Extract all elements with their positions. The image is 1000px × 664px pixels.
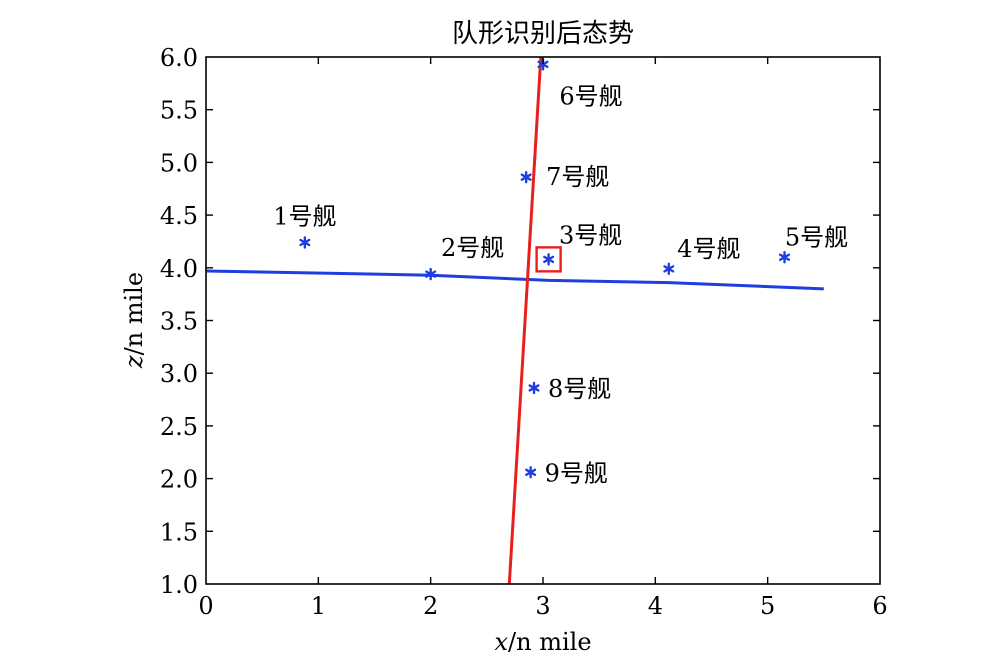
x-axis-label: x/n mile bbox=[494, 628, 591, 656]
x-tick-label: 3 bbox=[535, 592, 550, 620]
ship-marker-2 bbox=[425, 267, 437, 281]
ship-markers bbox=[299, 58, 791, 479]
ship-label-8: 8号舰 bbox=[548, 375, 611, 403]
plot-frame bbox=[205, 56, 881, 585]
x-tick-label: 5 bbox=[760, 592, 775, 620]
y-tick-label: 2.5 bbox=[160, 413, 198, 441]
x-axis-ticks: 0 1 2 3 4 5 6 bbox=[198, 57, 888, 620]
ship-label-3: 3号舰 bbox=[559, 221, 622, 249]
ship-marker-3 bbox=[543, 253, 555, 266]
ship-marker-7 bbox=[520, 170, 532, 184]
ship-marker-4 bbox=[663, 262, 675, 276]
ship-labels: 1号舰 2号舰 3号舰 4号舰 5号舰 6号舰 7号舰 8号舰 9号舰 bbox=[273, 82, 848, 487]
y-tick-label: 5.0 bbox=[160, 149, 198, 177]
y-tick-label: 1.5 bbox=[160, 518, 198, 546]
y-tick-label: 3.0 bbox=[160, 360, 198, 388]
y-tick-label: 5.5 bbox=[160, 97, 198, 125]
y-tick-label: 3.5 bbox=[160, 308, 198, 336]
ship-label-1: 1号舰 bbox=[273, 203, 336, 231]
ship-marker-9 bbox=[525, 466, 537, 479]
ship-label-4: 4号舰 bbox=[677, 235, 740, 263]
ship-label-2: 2号舰 bbox=[441, 234, 504, 262]
x-tick-label: 1 bbox=[311, 592, 326, 620]
ship-marker-1 bbox=[299, 236, 311, 249]
y-axis-variable: z bbox=[120, 355, 148, 369]
x-axis-variable: x bbox=[494, 628, 508, 656]
trend-line-2 bbox=[507, 56, 543, 585]
y-tick-label: 1.0 bbox=[160, 571, 198, 599]
y-tick-label: 2.0 bbox=[160, 466, 198, 494]
ship-label-9: 9号舰 bbox=[545, 459, 608, 487]
x-tick-label: 6 bbox=[872, 592, 887, 620]
x-axis-unit: /n mile bbox=[508, 628, 591, 656]
y-tick-label: 6.0 bbox=[160, 44, 198, 72]
x-tick-label: 2 bbox=[423, 592, 438, 620]
highlight-box bbox=[535, 246, 562, 273]
y-axis-label: z/n mile bbox=[120, 272, 148, 369]
x-tick-label: 0 bbox=[198, 592, 213, 620]
y-tick-label: 4.5 bbox=[160, 202, 198, 230]
ship-label-7: 7号舰 bbox=[546, 163, 609, 191]
ship-label-6: 6号舰 bbox=[559, 82, 622, 110]
ship-marker-8 bbox=[528, 381, 540, 395]
y-axis-unit: /n mile bbox=[120, 272, 148, 355]
x-tick-label: 4 bbox=[648, 592, 663, 620]
ship-marker-5 bbox=[778, 251, 791, 264]
ship-label-5: 5号舰 bbox=[785, 223, 848, 251]
trend-lines bbox=[205, 56, 824, 585]
y-axis-ticks: 1.0 1.5 2.0 2.5 3.0 3.5 4.0 4.5 5.0 5.5 6.0 bbox=[160, 44, 880, 599]
chart-title: 队形识别后态势 bbox=[452, 19, 634, 49]
trend-line-1 bbox=[205, 269, 824, 291]
y-tick-label: 4.0 bbox=[160, 255, 198, 283]
